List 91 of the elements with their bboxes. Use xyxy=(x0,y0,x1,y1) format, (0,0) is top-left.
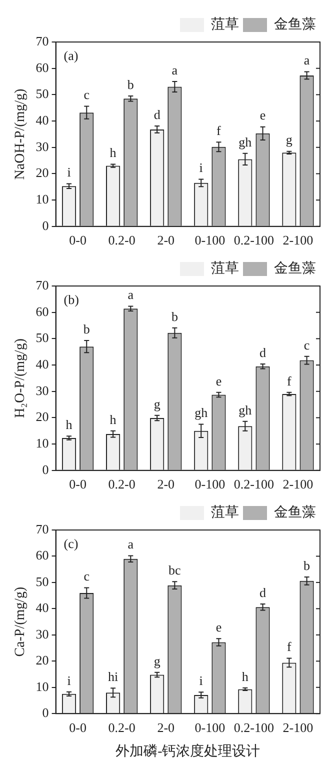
y-tick-label: 10 xyxy=(36,191,49,206)
legend-label: 金鱼藻 xyxy=(274,16,316,33)
annotation: d xyxy=(260,584,267,600)
annotation: d xyxy=(260,344,267,360)
annotation: e xyxy=(216,373,222,388)
x-tick-label: 2-0 xyxy=(157,476,175,492)
y-tick-label: 20 xyxy=(36,652,49,668)
legend-label: 金鱼藻 xyxy=(274,504,316,521)
x-tick-label: 2-100 xyxy=(282,476,314,492)
x-tick-label: 2-100 xyxy=(282,232,314,248)
y-tick-label: 20 xyxy=(36,165,49,180)
x-tick-label: 2-100 xyxy=(282,720,314,735)
annotation: (c) xyxy=(64,536,78,551)
x-tick-label: 0-0 xyxy=(69,720,86,735)
y-tick-label: 30 xyxy=(36,138,49,154)
x-tick-label: 0.2-100 xyxy=(234,232,274,248)
y-tick-label: 50 xyxy=(36,86,49,102)
annotation: b xyxy=(83,321,90,336)
x-axis-title: 外加磷-钙浓度处理设计 xyxy=(116,743,260,760)
y-tick-label: 20 xyxy=(36,409,49,424)
y-tick-label: 0 xyxy=(42,705,49,720)
annotation: i xyxy=(67,672,72,688)
annotation: a xyxy=(172,62,178,78)
annotation: f xyxy=(216,123,222,138)
annotation: (b) xyxy=(64,292,79,307)
annotation: e xyxy=(260,108,266,123)
annotation: gh xyxy=(238,134,252,150)
x-tick-label: 0-100 xyxy=(194,720,226,735)
y-axis-title: H₂O-P/(mg/g) xyxy=(13,338,28,418)
annotation: c xyxy=(84,87,90,102)
y-tick-label: 70 xyxy=(36,277,49,292)
x-tick-label: 0-0 xyxy=(69,232,86,248)
x-tick-label: 0.2-100 xyxy=(234,720,274,735)
x-tick-label: 2-0 xyxy=(157,232,175,248)
annotation: d xyxy=(154,106,161,122)
annotation: f xyxy=(287,373,292,388)
annotation: a xyxy=(128,287,134,302)
annotation: c xyxy=(304,337,310,352)
y-tick-label: 10 xyxy=(36,435,49,450)
y-axis-title: NaOH-P/(mg/g) xyxy=(13,88,28,180)
annotation: g xyxy=(154,653,161,668)
y-tick-label: 0 xyxy=(42,462,49,477)
annotation: i xyxy=(199,673,204,688)
x-tick-label: 0.2-0 xyxy=(108,476,136,492)
x-tick-label: 0.2-100 xyxy=(234,476,274,492)
y-tick-label: 40 xyxy=(36,356,49,372)
legend-label: 菹草 xyxy=(211,260,239,277)
annotation: g xyxy=(286,132,293,148)
y-tick-label: 0 xyxy=(42,218,49,233)
annotation: a xyxy=(304,52,310,68)
x-tick-label: 0.2-0 xyxy=(108,720,136,735)
annotation: b xyxy=(304,558,310,573)
y-tick-label: 50 xyxy=(36,330,49,346)
annotation: hi xyxy=(108,669,118,684)
legend-label: 菹草 xyxy=(211,504,239,521)
annotation: bc xyxy=(168,562,182,578)
annotation: (a) xyxy=(64,48,78,63)
y-tick-label: 60 xyxy=(36,548,49,563)
annotation: h xyxy=(66,417,73,432)
annotation: f xyxy=(287,639,292,654)
x-tick-label: 0-0 xyxy=(69,476,86,492)
y-tick-label: 40 xyxy=(36,600,49,616)
annotation: i xyxy=(67,164,72,180)
y-tick-label: 60 xyxy=(36,304,49,319)
annotation: b xyxy=(127,76,134,92)
annotation: i xyxy=(199,160,204,176)
y-tick-label: 10 xyxy=(36,678,49,694)
y-tick-label: 60 xyxy=(36,60,49,75)
y-tick-label: 30 xyxy=(36,626,49,642)
annotation: e xyxy=(216,620,222,635)
x-tick-label: 0-100 xyxy=(194,232,226,248)
annotation: gh xyxy=(238,402,252,418)
x-tick-label: 2-0 xyxy=(157,720,175,735)
annotation: b xyxy=(171,308,178,324)
annotation: gh xyxy=(194,405,208,420)
annotation: h xyxy=(110,145,117,160)
annotation: h xyxy=(242,668,249,684)
y-tick-label: 70 xyxy=(36,33,49,48)
y-tick-label: 50 xyxy=(36,574,49,589)
annotation: g xyxy=(154,396,161,412)
x-tick-label: 0.2-0 xyxy=(108,232,136,248)
annotation: h xyxy=(110,412,117,427)
annotation: a xyxy=(128,536,134,552)
legend-label: 金鱼藻 xyxy=(274,260,316,277)
y-tick-label: 70 xyxy=(36,521,49,536)
y-tick-label: 30 xyxy=(36,382,49,398)
annotation: c xyxy=(84,568,90,584)
x-tick-label: 0-100 xyxy=(194,476,226,492)
legend-label: 菹草 xyxy=(211,16,239,33)
y-tick-label: 40 xyxy=(36,112,49,128)
y-axis-title: Ca-P/(mg/g) xyxy=(13,586,28,657)
